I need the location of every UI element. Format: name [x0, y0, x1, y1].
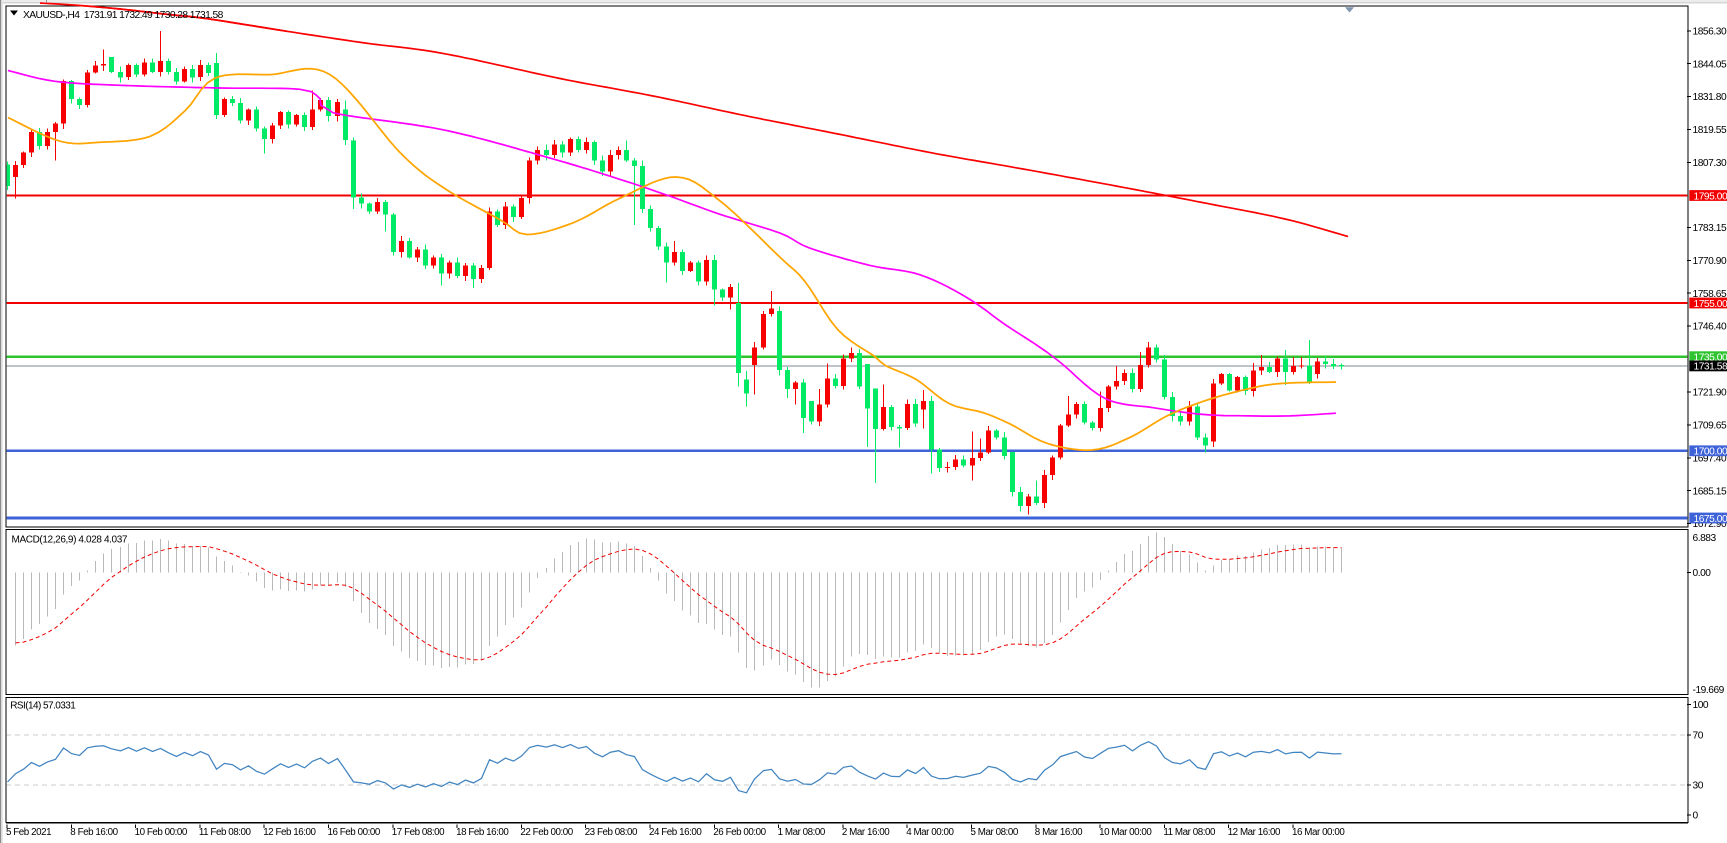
svg-text:4 Mar 00:00: 4 Mar 00:00: [906, 827, 954, 838]
svg-text:1685.15: 1685.15: [1693, 486, 1727, 497]
svg-text:1672.90: 1672.90: [1693, 519, 1727, 530]
svg-text:11 Feb 08:00: 11 Feb 08:00: [199, 827, 252, 838]
svg-text:1709.65: 1709.65: [1693, 421, 1727, 432]
svg-text:8 Feb 16:00: 8 Feb 16:00: [70, 827, 118, 838]
svg-text:-19.669: -19.669: [1693, 685, 1725, 696]
svg-text:5 Mar 08:00: 5 Mar 08:00: [971, 827, 1019, 838]
svg-text:6.883: 6.883: [1693, 533, 1717, 544]
svg-text:16 Feb 00:00: 16 Feb 00:00: [328, 827, 381, 838]
svg-text:1746.40: 1746.40: [1693, 322, 1727, 333]
svg-text:1844.05: 1844.05: [1693, 59, 1727, 70]
svg-text:1 Mar 08:00: 1 Mar 08:00: [778, 827, 826, 838]
svg-text:1856.30: 1856.30: [1693, 26, 1727, 37]
svg-text:1700.00: 1700.00: [1694, 447, 1727, 458]
svg-text:1721.90: 1721.90: [1693, 388, 1727, 399]
svg-text:XAUUSD-,H4 1731.91 1732.49 17: XAUUSD-,H4 1731.91 1732.49 1730.28 1731.…: [23, 10, 224, 21]
svg-text:1735.00: 1735.00: [1694, 353, 1727, 364]
svg-text:22 Feb 00:00: 22 Feb 00:00: [520, 827, 573, 838]
svg-text:18 Feb 16:00: 18 Feb 16:00: [456, 827, 509, 838]
svg-text:1697.40: 1697.40: [1693, 453, 1727, 464]
svg-text:1819.55: 1819.55: [1693, 125, 1727, 136]
svg-text:MACD(12,26,9) 4.028 4.037: MACD(12,26,9) 4.028 4.037: [12, 534, 128, 545]
svg-text:10 Mar 00:00: 10 Mar 00:00: [1099, 827, 1152, 838]
svg-text:0.00: 0.00: [1693, 568, 1712, 579]
svg-text:12 Feb 16:00: 12 Feb 16:00: [263, 827, 316, 838]
svg-text:2 Mar 16:00: 2 Mar 16:00: [842, 827, 890, 838]
svg-text:12 Mar 16:00: 12 Mar 16:00: [1228, 827, 1281, 838]
svg-text:26 Feb 00:00: 26 Feb 00:00: [713, 827, 766, 838]
svg-text:0: 0: [1693, 811, 1699, 822]
svg-text:24 Feb 16:00: 24 Feb 16:00: [649, 827, 702, 838]
svg-text:1831.80: 1831.80: [1693, 92, 1727, 103]
svg-text:8 Mar 16:00: 8 Mar 16:00: [1035, 827, 1083, 838]
svg-text:1731.58: 1731.58: [1694, 362, 1727, 373]
svg-text:30: 30: [1693, 781, 1704, 792]
svg-text:16 Mar 00:00: 16 Mar 00:00: [1292, 827, 1345, 838]
svg-text:11 Mar 08:00: 11 Mar 08:00: [1163, 827, 1216, 838]
svg-text:10 Feb 00:00: 10 Feb 00:00: [135, 827, 188, 838]
svg-text:1758.65: 1758.65: [1693, 289, 1727, 300]
svg-text:1770.90: 1770.90: [1693, 256, 1727, 267]
svg-text:RSI(14) 57.0331: RSI(14) 57.0331: [10, 700, 76, 711]
svg-text:1795.00: 1795.00: [1694, 191, 1727, 202]
svg-text:1755.00: 1755.00: [1694, 299, 1727, 310]
svg-text:1675.00: 1675.00: [1694, 514, 1727, 525]
svg-text:70: 70: [1693, 731, 1704, 742]
svg-text:100: 100: [1693, 700, 1709, 711]
svg-text:1783.15: 1783.15: [1693, 223, 1727, 234]
svg-text:17 Feb 08:00: 17 Feb 08:00: [392, 827, 445, 838]
svg-text:5 Feb 2021: 5 Feb 2021: [6, 827, 51, 838]
svg-text:1807.30: 1807.30: [1693, 158, 1727, 169]
svg-text:23 Feb 08:00: 23 Feb 08:00: [585, 827, 638, 838]
